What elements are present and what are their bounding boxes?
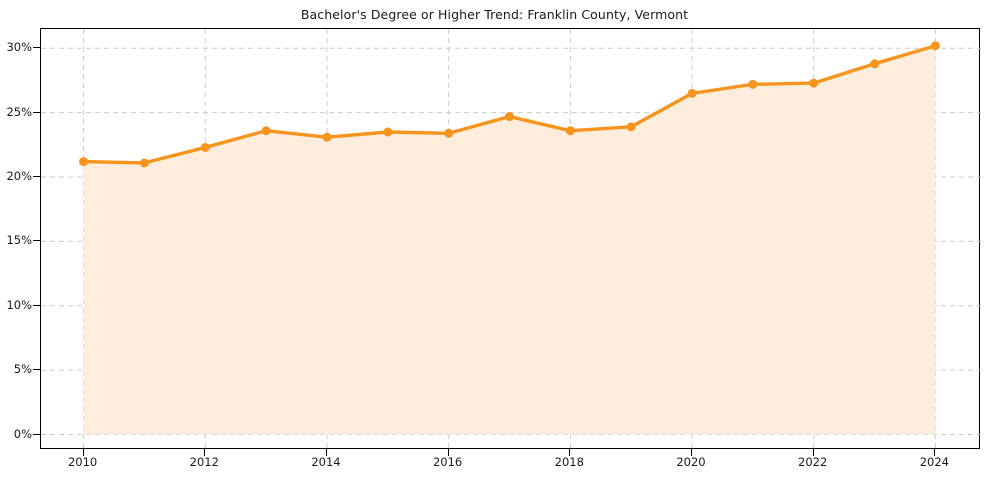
data-point[interactable] [139,158,149,168]
x-axis-tick-label: 2010 [67,455,98,469]
x-axis-tick-mark [325,449,327,456]
x-axis-tick-label: 2016 [432,455,463,469]
x-axis-tick-mark [82,449,84,456]
x-axis-tick-label: 2020 [676,455,706,469]
data-point[interactable] [930,41,940,51]
x-axis-tick-label: 2022 [798,455,828,469]
y-axis-tick-label: 20% [6,169,32,184]
y-axis-tick-mark [33,240,40,242]
y-axis-tick-mark [33,369,40,371]
x-axis-tick-label: 2014 [311,455,341,469]
data-point[interactable] [444,128,454,138]
data-point[interactable] [870,59,880,69]
data-point[interactable] [504,112,514,122]
chart-canvas [41,29,981,450]
x-axis-tick-mark [691,449,692,456]
y-axis-tick-label: 15% [6,233,32,248]
chart-title: Bachelor's Degree or Higher Trend: Frank… [300,7,689,22]
x-axis-tick-mark [934,449,936,456]
x-axis-tick-mark [812,449,814,456]
data-point[interactable] [322,132,332,142]
data-point[interactable] [383,127,393,137]
x-axis-tick-mark [447,449,449,456]
y-axis-tick-mark [33,47,40,49]
x-axis-tick-mark [204,449,206,456]
y-axis-tick-label: 30% [6,40,32,55]
y-axis-tick-label: 10% [6,297,32,312]
y-axis-tick-mark [33,304,40,306]
y-axis-tick-label: 0% [13,426,32,441]
x-axis-tick-mark [569,449,571,456]
series-markers [79,41,940,168]
series-area-fill [83,45,936,435]
data-point[interactable] [79,157,89,167]
y-axis-tick-label: 5% [13,362,32,377]
data-point[interactable] [565,126,575,136]
x-axis-tick-label: 2018 [554,455,584,469]
y-axis-tick-label: 25% [6,104,32,119]
y-axis-tick-mark [33,111,40,113]
data-point[interactable] [687,88,697,98]
data-point[interactable] [748,79,758,89]
x-axis-tick-label: 2024 [919,455,949,469]
data-point[interactable] [809,78,819,88]
y-axis-tick-labels: 0% 5% 10% 15% 20% 25% 30% [0,0,32,490]
data-point[interactable] [626,122,636,132]
data-point[interactable] [261,126,271,136]
data-point[interactable] [200,142,210,152]
plot-area [40,28,981,450]
y-axis-tick-mark [33,433,40,435]
x-axis-tick-label: 2012 [189,455,219,469]
y-axis-tick-mark [33,176,40,178]
